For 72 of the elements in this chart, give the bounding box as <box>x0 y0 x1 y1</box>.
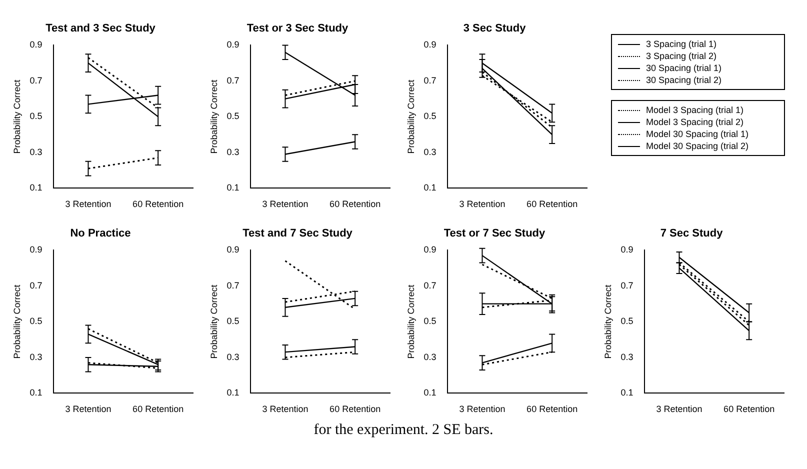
y-tick-label: 0.5 <box>30 111 42 122</box>
y-tick-label: 0.1 <box>424 388 436 398</box>
y-tick-label: 0.3 <box>226 146 240 157</box>
y-tick-label: 0.9 <box>30 244 42 255</box>
chart-title: 3 Sec Study <box>463 22 527 35</box>
x-tick-label: 3 Retention <box>262 404 308 414</box>
y-tick-label: 0.5 <box>424 111 436 122</box>
chart-title: 7 Sec Study <box>660 228 724 240</box>
y-axis-title: Probability Correct <box>406 284 416 359</box>
x-tick-label: 3 Retention <box>65 199 112 210</box>
y-tick-label: 0.7 <box>620 280 634 290</box>
y-tick-label: 0.5 <box>424 316 436 326</box>
y-tick-label: 0.3 <box>226 352 240 362</box>
y-tick-label: 0.1 <box>620 388 634 398</box>
y-tick-label: 0.7 <box>226 280 240 290</box>
y-tick-label: 0.7 <box>30 75 42 86</box>
y-tick-label: 0.3 <box>620 352 634 362</box>
x-tick-label: 3 Retention <box>459 404 506 414</box>
y-axis-title: Probability Correct <box>12 284 22 359</box>
legend-label: 30 Spacing (trial 1) <box>646 62 722 74</box>
x-tick-label: 60 Retention <box>526 199 578 210</box>
y-tick-label: 0.7 <box>424 75 436 86</box>
y-tick-label: 0.3 <box>30 352 42 362</box>
y-tick-label: 0.7 <box>226 75 240 86</box>
y-tick-label: 0.3 <box>424 352 436 362</box>
y-axis-title: Probability Correct <box>406 79 416 154</box>
x-tick-label: 60 Retention <box>724 404 775 414</box>
y-tick-label: 0.1 <box>30 182 42 193</box>
x-tick-label: 3 Retention <box>459 199 506 210</box>
y-tick-label: 0.9 <box>424 244 436 255</box>
chart-title: Test and 7 Sec Study <box>242 228 354 240</box>
y-tick-label: 0.9 <box>226 244 240 255</box>
y-tick-label: 0.1 <box>30 388 42 398</box>
x-tick-label: 60 Retention <box>330 199 381 210</box>
chart-title: Test or 3 Sec Study <box>246 22 350 35</box>
chart-title: Test and 3 Sec Study <box>46 22 156 35</box>
legend-label: 3 Spacing (trial 1) <box>646 38 717 50</box>
y-tick-label: 0.5 <box>30 316 42 326</box>
legend-label: 3 Spacing (trial 2) <box>646 50 717 62</box>
legend-label: Model 30 Spacing (trial 1) <box>646 128 749 140</box>
y-tick-label: 0.9 <box>226 40 240 50</box>
x-tick-label: 3 Retention <box>262 199 308 210</box>
y-axis-title: Probability Correct <box>602 284 613 359</box>
x-tick-label: 60 Retention <box>132 404 184 414</box>
y-tick-label: 0.3 <box>30 146 42 157</box>
y-tick-label: 0.9 <box>620 244 634 255</box>
y-tick-label: 0.5 <box>620 316 634 326</box>
y-tick-label: 0.3 <box>424 146 436 157</box>
y-tick-label: 0.9 <box>424 40 436 50</box>
chart-title: Test or 7 Sec Study <box>444 228 546 240</box>
x-tick-label: 3 Retention <box>65 404 112 414</box>
y-tick-label: 0.9 <box>30 40 42 50</box>
y-axis-title: Probability Correct <box>208 79 219 154</box>
legend-label: 30 Spacing (trial 2) <box>646 74 722 86</box>
x-tick-label: 60 Retention <box>330 404 381 414</box>
y-axis-title: Probability Correct <box>12 79 22 154</box>
legend-label: Model 3 Spacing (trial 2) <box>646 116 744 128</box>
y-tick-label: 0.1 <box>226 388 240 398</box>
text: for the experiment. 2 SE bars. <box>314 422 494 438</box>
y-tick-label: 0.7 <box>30 280 42 290</box>
y-tick-label: 0.5 <box>226 316 240 326</box>
y-tick-label: 0.1 <box>424 182 436 193</box>
chart-title: No Practice <box>70 228 131 240</box>
legend-label: Model 30 Spacing (trial 2) <box>646 140 749 152</box>
y-tick-label: 0.5 <box>226 111 240 122</box>
legend-label: Model 3 Spacing (trial 1) <box>646 104 744 116</box>
x-tick-label: 3 Retention <box>656 404 702 414</box>
x-tick-label: 60 Retention <box>132 199 184 210</box>
x-tick-label: 60 Retention <box>526 404 578 414</box>
y-tick-label: 0.1 <box>226 182 240 193</box>
y-axis-title: Probability Correct <box>208 284 219 359</box>
y-tick-label: 0.7 <box>424 280 436 290</box>
